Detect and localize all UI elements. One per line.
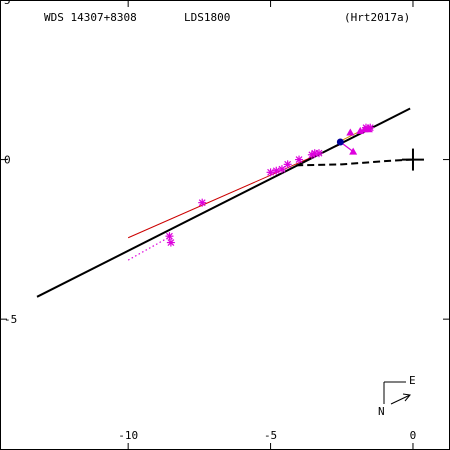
compass-north-label: N (378, 405, 385, 418)
star-stroke (166, 232, 173, 240)
star-observation (198, 198, 207, 207)
plot-marks (36, 107, 424, 298)
triangle-observation (346, 128, 355, 136)
discoverer-label: LDS1800 (184, 11, 230, 24)
node-line-dashed (296, 158, 412, 167)
compass-indicator: E N (378, 374, 416, 418)
star-stroke (284, 160, 292, 168)
orbit-line (36, 107, 411, 298)
star-stroke (167, 239, 175, 246)
y-tick-label: -5 (4, 313, 17, 326)
motion-arrow-shaft (390, 394, 411, 405)
star-stroke (198, 199, 206, 207)
motion-arrow-head (402, 393, 411, 402)
star-observation (166, 238, 175, 247)
star-observation (266, 168, 275, 177)
triangle-observation (349, 147, 358, 155)
wds-id-label: WDS 14307+8308 (44, 11, 137, 24)
y-tick-label: 5 (4, 0, 11, 7)
compass-east-label: E (409, 374, 416, 387)
x-tick-label: -10 (118, 429, 138, 442)
x-tick-label: 0 (410, 429, 417, 442)
star-stroke (295, 156, 303, 163)
y-tick-label: 0 (4, 154, 11, 167)
star-stroke (315, 149, 323, 157)
star-observation (277, 165, 286, 174)
orbit-reference-label: (Hrt2017a) (344, 11, 410, 24)
predicted-position (336, 138, 344, 146)
star-observation (165, 232, 174, 241)
star-stroke (278, 165, 286, 173)
star-observation (295, 155, 304, 164)
linear-fit-line (127, 144, 340, 239)
star-observation (283, 160, 292, 169)
x-tick-label: -5 (264, 429, 277, 442)
star-observation (272, 166, 281, 175)
triangle-observation (364, 125, 373, 133)
star-observation (314, 149, 323, 158)
